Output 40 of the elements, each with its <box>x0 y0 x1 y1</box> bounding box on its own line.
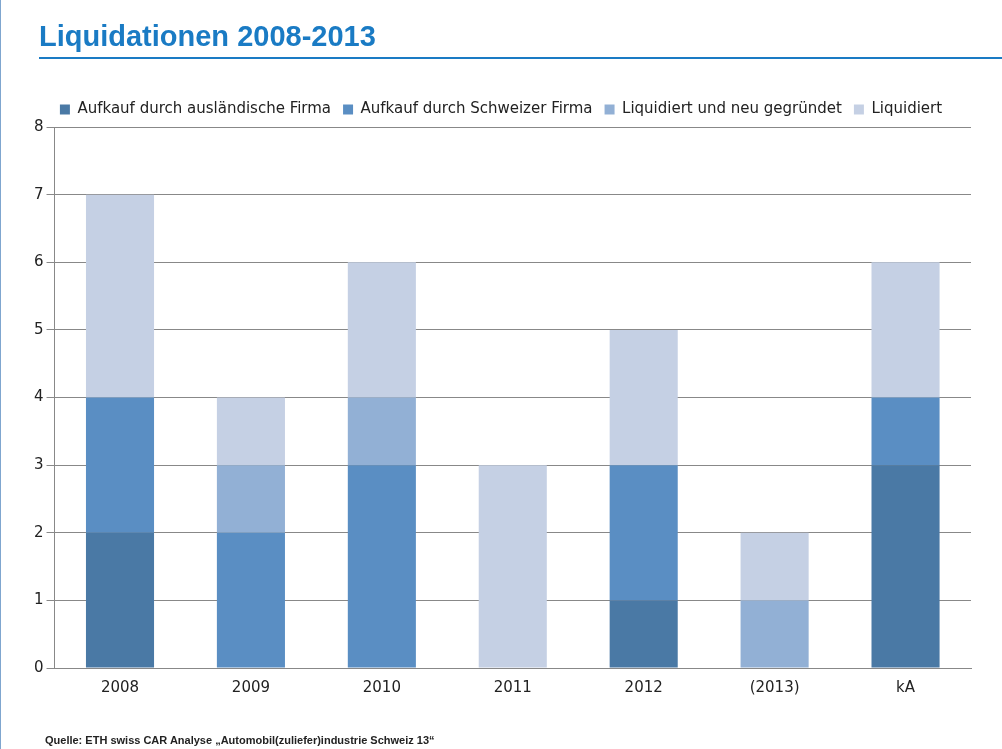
x-tick-label: 2008 <box>100 677 140 696</box>
y-tick-label: 6 <box>34 252 44 271</box>
bar <box>216 465 285 533</box>
legend-label: Liquidiert <box>871 99 943 118</box>
bar <box>85 194 155 398</box>
y-tick-label: 1 <box>34 590 44 609</box>
bar <box>740 532 809 601</box>
x-tick-label: 2011 <box>493 677 532 696</box>
x-tick-label: 2010 <box>362 677 401 696</box>
y-tick-label: 2 <box>34 522 44 541</box>
bar <box>871 262 940 398</box>
bar <box>216 397 285 466</box>
bar <box>347 262 416 398</box>
bar <box>85 532 155 668</box>
bar <box>85 397 155 533</box>
x-tick-label: 2009 <box>231 677 271 696</box>
y-tick-label: 7 <box>34 184 44 203</box>
bar <box>609 329 678 466</box>
x-tick-label: 2012 <box>624 677 663 696</box>
legend-label: Aufkauf durch ausländische Firma <box>77 99 332 118</box>
bar <box>478 465 547 668</box>
y-tick-label: 4 <box>34 387 44 406</box>
x-tick-label: kA <box>896 677 916 696</box>
legend-label: Liquidiert und neu gegründet <box>622 99 843 118</box>
bar <box>216 532 285 668</box>
y-tick-label: 0 <box>34 657 44 676</box>
bar <box>871 465 940 668</box>
bar <box>609 600 678 668</box>
bar <box>347 397 416 466</box>
x-tick-label: (2013) <box>749 677 800 696</box>
bar <box>740 600 809 668</box>
chart-title: Liquidationen 2008-2013 <box>39 20 1002 59</box>
y-tick-label: 8 <box>34 116 44 135</box>
bar <box>609 465 678 601</box>
source-note: Quelle: ETH swiss CAR Analyse „Automobil(zuliefer)industrie Schweiz 13“ <box>45 734 435 746</box>
y-tick-label: 5 <box>34 319 44 338</box>
y-tick-label: 3 <box>34 455 44 474</box>
bar <box>347 465 416 668</box>
bar <box>871 397 940 466</box>
legend-label: Aufkauf durch Schweizer Firma <box>360 99 593 118</box>
